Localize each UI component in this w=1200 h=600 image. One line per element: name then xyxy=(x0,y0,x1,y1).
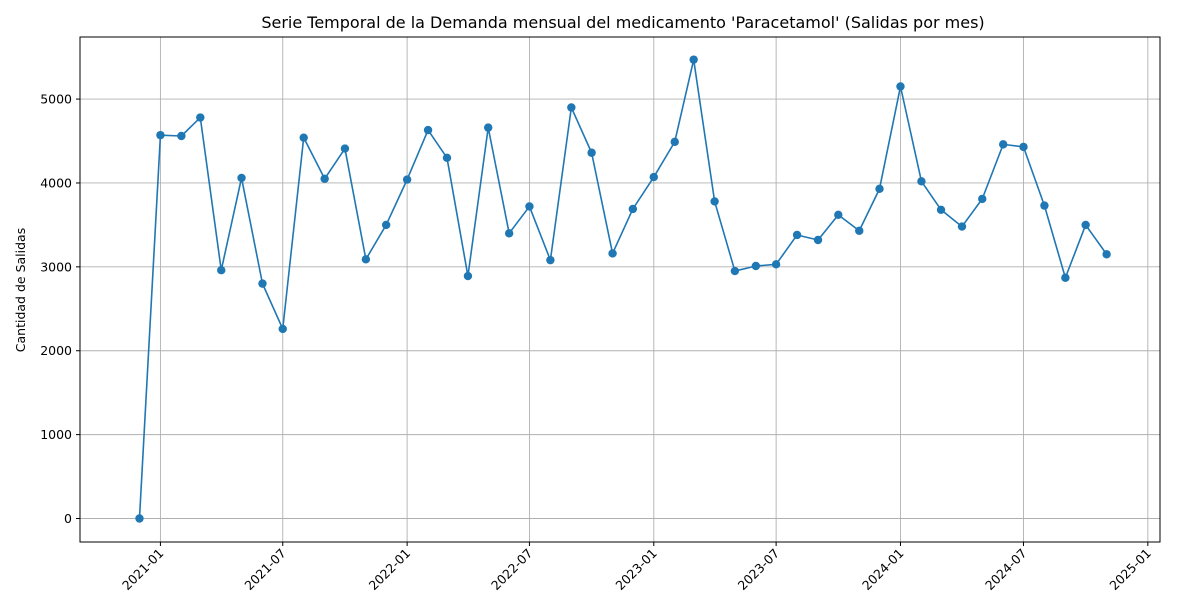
data-point xyxy=(258,279,267,288)
data-point xyxy=(278,324,287,334)
y-tick-label: 2000 xyxy=(40,343,72,358)
data-point xyxy=(917,177,926,186)
data-point xyxy=(402,175,412,184)
data-point xyxy=(484,123,493,132)
data-point xyxy=(771,260,781,269)
data-point xyxy=(1061,273,1070,282)
data-point xyxy=(1102,250,1111,259)
data-point xyxy=(217,266,226,275)
data-point xyxy=(587,148,596,157)
data-point xyxy=(320,174,329,183)
data-point xyxy=(670,137,679,147)
data-point xyxy=(649,172,658,182)
data-point xyxy=(504,229,514,238)
data-point xyxy=(463,271,473,281)
data-point xyxy=(135,514,144,523)
x-tick-label: 2023-07 xyxy=(735,546,783,594)
data-point xyxy=(423,125,433,135)
data-point xyxy=(689,55,698,64)
data-point xyxy=(875,184,884,194)
y-tick-label: 1000 xyxy=(40,427,72,442)
data-point xyxy=(628,204,638,214)
data-point xyxy=(710,197,719,206)
data-point xyxy=(361,255,371,264)
data-point xyxy=(546,255,555,265)
data-point xyxy=(936,205,946,215)
y-axis-label: Cantidad de Salidas xyxy=(13,228,28,352)
data-point xyxy=(177,131,186,141)
data-point xyxy=(340,144,350,153)
data-point xyxy=(813,235,823,245)
series-line xyxy=(138,58,1108,519)
data-point xyxy=(1040,201,1049,210)
grid-lines xyxy=(80,37,1160,542)
x-tick-label: 2022-07 xyxy=(488,546,536,594)
data-point xyxy=(299,133,308,142)
data-point xyxy=(525,202,534,211)
y-tick-label: 3000 xyxy=(40,259,72,274)
data-point xyxy=(896,82,905,91)
data-point xyxy=(567,103,576,112)
data-point xyxy=(196,113,205,122)
x-tick-label: 2022-01 xyxy=(366,546,414,594)
y-tick-label: 4000 xyxy=(40,175,72,190)
y-tick-label: 5000 xyxy=(40,92,72,107)
line-series xyxy=(135,55,1111,523)
data-point xyxy=(156,130,165,140)
x-tick-label: 2024-01 xyxy=(859,546,907,594)
data-point xyxy=(381,220,391,230)
data-point xyxy=(978,194,987,204)
data-point xyxy=(751,261,761,271)
x-tick-label: 2024-07 xyxy=(982,546,1030,594)
plot-frame xyxy=(79,36,1161,543)
data-point xyxy=(442,153,452,162)
data-point xyxy=(855,226,864,235)
data-point xyxy=(999,140,1008,149)
data-point xyxy=(1081,220,1090,230)
data-point xyxy=(608,249,617,258)
data-point xyxy=(834,210,843,220)
data-point xyxy=(237,173,246,183)
data-point xyxy=(1019,142,1028,152)
x-tick-label: 2025-01 xyxy=(1106,546,1154,594)
data-point xyxy=(730,266,740,276)
x-tick-label: 2021-07 xyxy=(241,546,289,594)
data-point xyxy=(792,230,802,240)
x-tick-label: 2021-01 xyxy=(119,546,167,594)
data-point xyxy=(957,222,967,231)
chart-title: Serie Temporal de la Demanda mensual del… xyxy=(261,13,984,32)
x-tick-label: 2023-01 xyxy=(612,546,660,594)
y-tick-label: 0 xyxy=(64,511,72,526)
